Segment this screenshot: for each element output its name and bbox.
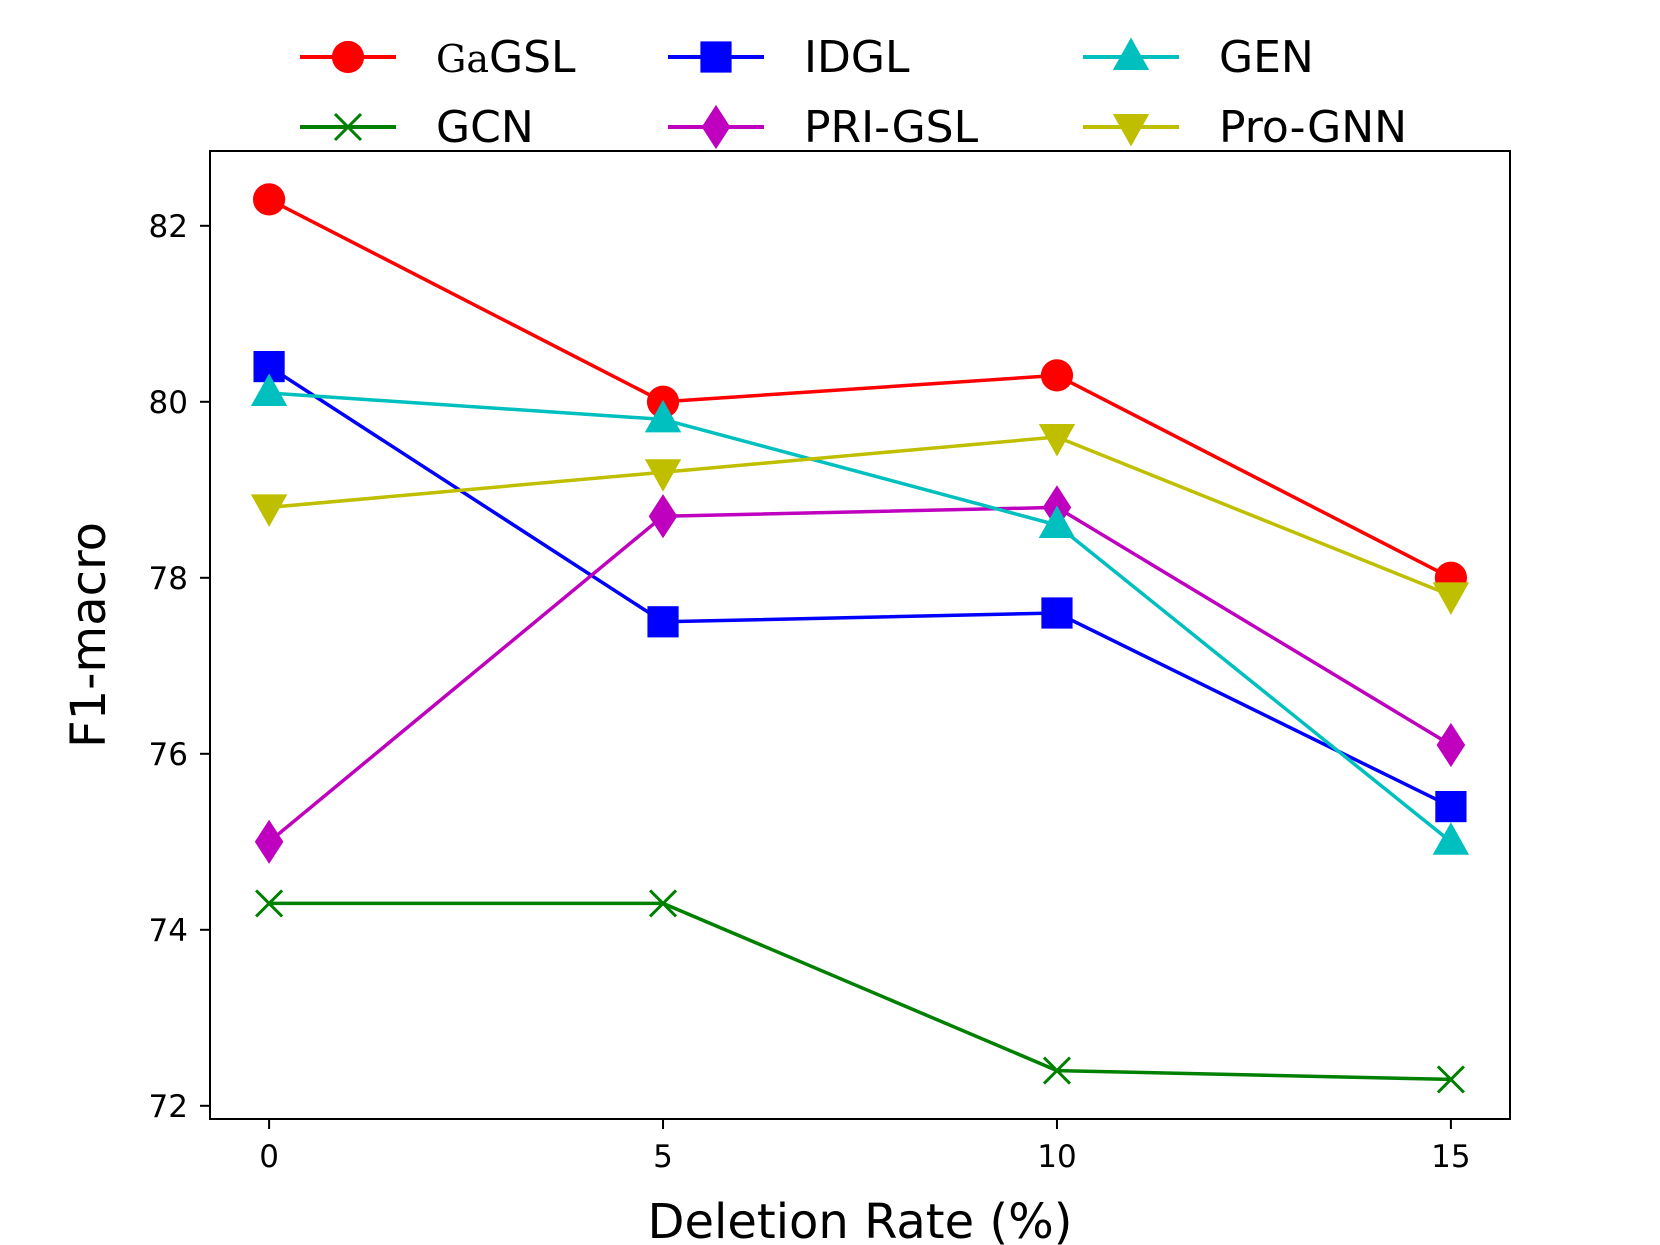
gen-point <box>1432 822 1470 855</box>
y-axis: 72 74 76 78 80 82 <box>149 209 210 1125</box>
series-gen <box>250 373 1470 855</box>
gen-point <box>644 399 682 433</box>
legend-item-pro-gnn: Pro-GNN <box>1083 102 1407 153</box>
gcn-point <box>648 889 678 918</box>
pro-gnn-line <box>268 435 1452 598</box>
x-tick-label: 0 <box>259 1139 279 1175</box>
gen-point <box>1038 505 1076 538</box>
y-tick-label: 76 <box>149 737 188 773</box>
pri-gsl-point <box>1436 722 1466 768</box>
legend-label: GEN <box>1219 32 1314 83</box>
series-idgl <box>253 351 1467 823</box>
legend-marker <box>701 104 731 150</box>
x-axis: 0 5 10 15 <box>259 1119 1471 1175</box>
legend: GaGSL GCN IDGL PRI-GSL GEN Pro-GNN <box>300 32 1407 153</box>
legend-label: IDGL <box>804 32 910 83</box>
gcn-point <box>1042 1056 1072 1085</box>
y-tick-label: 80 <box>149 385 188 421</box>
y-tick-label: 74 <box>149 913 188 949</box>
legend-marker <box>1112 114 1150 147</box>
y-axis-title: F1-macro <box>61 522 117 748</box>
idgl-point <box>1435 791 1467 823</box>
y-tick-label: 72 <box>149 1089 188 1125</box>
pro-gnn-point <box>644 459 682 492</box>
series-gagsl <box>252 183 1468 594</box>
legend-label: Pro-GNN <box>1219 102 1407 153</box>
legend-label: GaGSL <box>436 32 576 83</box>
gagsl-point <box>252 183 286 216</box>
pro-gnn-point <box>1038 424 1076 457</box>
legend-marker <box>333 112 363 142</box>
pri-gsl-line <box>267 505 1452 844</box>
gen-line <box>268 391 1453 844</box>
series-gcn <box>255 889 1465 1094</box>
x-tick-label: 15 <box>1431 1139 1470 1175</box>
x-tick-label: 10 <box>1037 1139 1076 1175</box>
series-pro-gnn <box>250 424 1470 615</box>
idgl-line <box>268 365 1452 809</box>
gagsl-line <box>268 197 1452 580</box>
idgl-point <box>647 606 679 638</box>
pro-gnn-point <box>1432 582 1470 615</box>
legend-marker <box>1112 37 1150 70</box>
x-axis-title: Deletion Rate (%) <box>648 1194 1073 1245</box>
legend-marker <box>331 40 365 74</box>
legend-item-gen: GEN <box>1083 32 1314 83</box>
gcn-point <box>255 889 284 918</box>
legend-marker <box>700 41 732 73</box>
legend-item-pri-gsl: PRI-GSL <box>668 102 979 153</box>
gagsl-point <box>1040 359 1074 392</box>
gcn-point <box>1436 1065 1465 1094</box>
y-tick-label: 78 <box>149 561 188 597</box>
series-pri-gsl <box>254 485 1466 864</box>
pri-gsl-point <box>254 819 284 864</box>
x-tick-label: 5 <box>653 1139 673 1175</box>
legend-item-idgl: IDGL <box>668 32 910 83</box>
legend-item-gcn: GCN <box>300 102 534 153</box>
gcn-line <box>269 901 1451 1082</box>
gen-point <box>250 373 288 406</box>
legend-label: GCN <box>436 102 534 153</box>
y-tick-label: 82 <box>149 209 188 245</box>
series-layer <box>250 183 1470 1094</box>
pri-gsl-point <box>648 494 678 539</box>
pro-gnn-point <box>250 494 288 527</box>
legend-label: PRI-GSL <box>804 102 979 153</box>
idgl-point <box>1041 597 1073 629</box>
plot-frame <box>209 150 1511 1120</box>
legend-item-gagsl: GaGSL <box>300 32 576 83</box>
